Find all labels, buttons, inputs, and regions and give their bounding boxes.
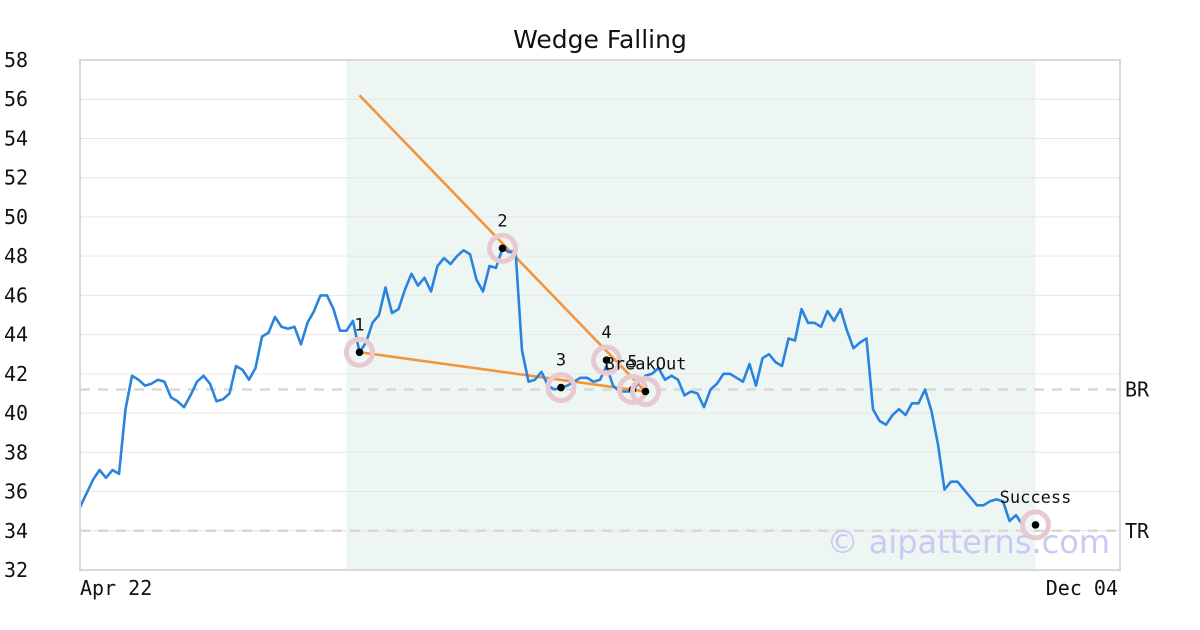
wedge-line-lower xyxy=(359,350,646,393)
y-tick-label: 56 xyxy=(4,87,28,111)
plot-frame xyxy=(79,59,1121,571)
x-tick-start: Apr 22 xyxy=(80,576,152,600)
price-line xyxy=(78,247,1024,526)
y-tick-label: 34 xyxy=(4,519,28,543)
watermark: © aipatterns.com xyxy=(827,523,1110,561)
y-tick-label: 52 xyxy=(4,166,28,190)
y-axis-ticks: 32 34 36 38 40 42 44 46 48 50 52 54 56 58 xyxy=(4,48,28,582)
marker-dot-4 xyxy=(602,356,611,364)
marker-label-2: 2 xyxy=(497,211,507,231)
chart-title: Wedge Falling xyxy=(513,25,687,54)
y-tick-label: 48 xyxy=(4,244,28,268)
reference-label-br: BR xyxy=(1125,378,1150,402)
wedge-lines xyxy=(358,94,647,393)
marker-dot-2 xyxy=(498,244,507,253)
y-tick-label: 44 xyxy=(4,323,28,347)
pattern-shade xyxy=(346,60,1036,570)
y-tick-label: 32 xyxy=(4,558,28,582)
y-tick-label: 36 xyxy=(4,480,28,504)
marker-ring-3 xyxy=(545,372,577,404)
y-tick-label: 40 xyxy=(4,401,28,425)
marker-label-5: 5 xyxy=(627,353,637,373)
marker-ring-1 xyxy=(344,336,375,368)
marker-dot-breakout xyxy=(641,387,650,396)
marker-dot-3 xyxy=(557,383,565,392)
y-tick-label: 46 xyxy=(4,283,28,307)
y-tick-label: 58 xyxy=(4,48,28,72)
y-tick-label: 42 xyxy=(4,362,28,386)
marker-label-breakout: BreakOut xyxy=(605,355,687,375)
marker-label-4: 4 xyxy=(601,323,611,343)
reference-label-tr: TR xyxy=(1125,519,1150,543)
reference-lines: BR TR xyxy=(80,378,1150,543)
y-tick-label: 54 xyxy=(4,126,28,150)
marker-label-1: 1 xyxy=(354,315,364,335)
marker-ring-4 xyxy=(591,344,622,376)
marker-ring-success xyxy=(1020,509,1051,541)
wedge-line-upper xyxy=(358,94,647,393)
marker-label-3: 3 xyxy=(556,351,566,371)
y-tick-label: 50 xyxy=(4,205,28,229)
marker-label-success: Success xyxy=(1000,488,1072,508)
marker-ring-breakout xyxy=(630,376,661,407)
x-tick-end: Dec 04 xyxy=(1046,576,1118,600)
y-tick-label: 38 xyxy=(4,440,28,464)
marker-dot-success xyxy=(1031,521,1040,529)
marker-dot-1 xyxy=(355,348,364,357)
marker-ring-2 xyxy=(487,232,518,264)
